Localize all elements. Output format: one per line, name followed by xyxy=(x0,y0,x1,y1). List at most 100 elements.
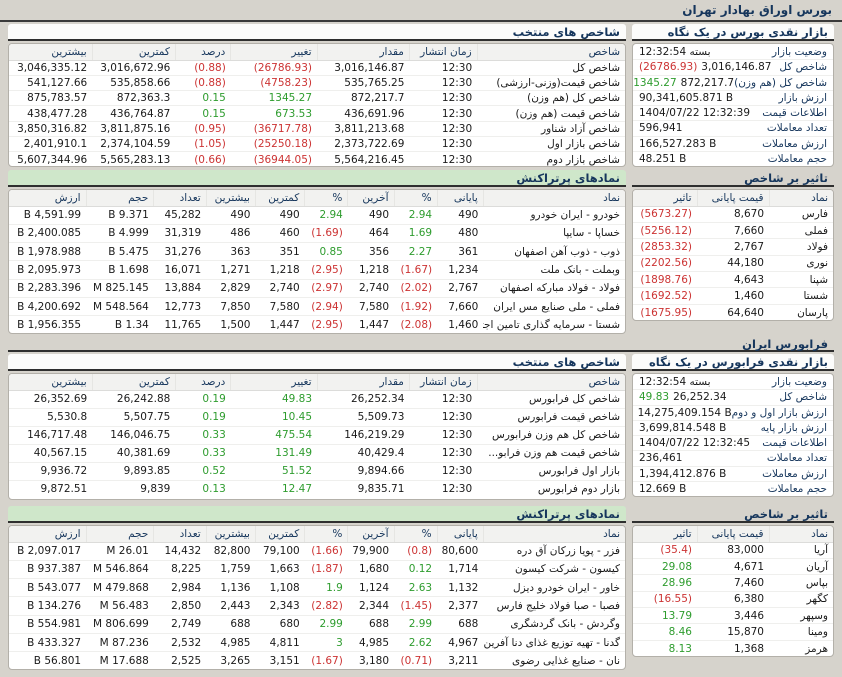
table-row[interactable]: شستا - سرمایه گذاری تامین اجتماعی 1,460 (2… xyxy=(9,316,625,333)
table-cell: 436,764.87 xyxy=(92,105,176,122)
table-cell: (1.87) xyxy=(304,560,348,580)
table-cell: 31,319 xyxy=(153,224,207,244)
table-row[interactable]: وبملت - بانک ملت 1,234 (1.67) 1,218 (2.95) 1,… xyxy=(9,260,625,280)
table-cell: 825.145 M xyxy=(86,279,154,298)
table-header-row: نماد قیمت پایانی تاثیر xyxy=(633,190,833,207)
table-row[interactable]: شپنا 4,643 (1898.76) xyxy=(633,271,833,289)
table-cell: 2,401,910.1 xyxy=(9,136,93,153)
row-label-cell: بازار اول فرابورس xyxy=(477,462,625,481)
table-row[interactable]: نان - صنایع غذایی رضوی 3,211 (0.71) 3,180 (1… xyxy=(9,652,625,669)
table-row[interactable]: کیسون - شرکت کیسون 1,714 0.12 1,680 (1.87) 1,… xyxy=(9,560,625,580)
table-row[interactable]: وسپهر 3,446 13.79 xyxy=(633,607,833,625)
table-row[interactable]: شاخص کل هم وزن فرابورس 12:30 146,219.29 475… xyxy=(9,426,625,445)
table-cell: 1,132 xyxy=(437,578,484,598)
table-row[interactable]: شستا 1,460 (1692.52) xyxy=(633,287,833,305)
table-cell: 44,180 xyxy=(697,255,769,273)
column-header: نماد xyxy=(482,190,625,207)
table-cell: 433.327 B xyxy=(9,633,87,653)
table-row[interactable]: خساپا - سایپا 480 1.69 464 (1.69) 460 486 31,31… xyxy=(9,224,625,244)
summary-value-text: 3,699,814.548 B xyxy=(639,421,727,434)
table-row[interactable]: فملی 7,660 (5256.12) xyxy=(633,222,833,240)
table-row[interactable]: شاخص بازار اول 12:30 2,373,722.69 (25250.18… xyxy=(9,136,625,153)
table-row[interactable]: پارسان 64,640 (1675.95) xyxy=(633,304,833,320)
table-row[interactable]: خودرو - ایران خودرو 490 2.94 490 2.94 490 490 4… xyxy=(9,206,625,225)
table-row[interactable]: بازار اول فرابورس 12:30 9,894.66 51.52 0.52 9… xyxy=(9,462,625,481)
table-row[interactable]: هرمز 1,368 8.13 xyxy=(633,640,833,656)
table-cell: 12:30 xyxy=(409,90,478,107)
table-row[interactable]: خاور - ایران خودرو دیزل 1,132 2.63 1,124 1.9… xyxy=(9,578,625,598)
table-row[interactable]: آریا 83,000 (35.4) xyxy=(633,542,833,559)
table-cell: 40,381.69 xyxy=(92,444,176,463)
table-row[interactable]: بپاس 7,460 28.96 xyxy=(633,574,833,592)
table-cell: 2,525 xyxy=(171,655,202,668)
table-row[interactable]: آریان 4,671 29.08 xyxy=(633,558,833,576)
row-label-cell: شاخص قیمت هم وزن فرابو... xyxy=(477,444,625,463)
table-cell: 438,477.28 xyxy=(9,105,93,122)
table-cell: (0.88) xyxy=(175,60,231,76)
table-row[interactable]: شاخص قیمت هم وزن فرابو... 12:30 40,429.4 13… xyxy=(9,444,625,463)
bourse-impact-panel: تاثیر بر شاخص نماد قیمت پایانی تاثیر فارس 8,… xyxy=(632,170,834,321)
table-cell: 4,200.692 B xyxy=(9,297,87,317)
table-row[interactable]: نوری 44,180 (2202.56) xyxy=(633,255,833,273)
row-label-cell: شاخص کل فرابورس xyxy=(477,390,625,409)
table-row[interactable]: ذوب - ذوب آهن اصفهان 361 2.27 356 0.85 351 363… xyxy=(9,242,625,262)
table-cell: 2,373,722.69 xyxy=(317,136,410,153)
bourse-top-row: بازار نقدی بورس در یک نگاه وضعیت بازار بس… xyxy=(8,24,834,167)
table-cell: 40,429.4 xyxy=(317,444,410,463)
farabourse-impact-box: نماد قیمت پایانی تاثیر آریا 83,000 (35.4) آریا… xyxy=(632,525,834,657)
bourse-active-title: نمادهای پرتراکنش xyxy=(8,170,626,187)
table-cell: 3,046,335.12 xyxy=(9,60,93,76)
table-cell: (1.67) xyxy=(311,655,343,668)
row-label-cell: خودرو - ایران خودرو xyxy=(483,206,625,225)
table-row[interactable]: فولاد - فولاد مبارکه اصفهان 2,767 (2.02) 2,… xyxy=(9,279,625,298)
table-cell: 45,282 xyxy=(153,206,207,225)
column-header: آخرین xyxy=(347,526,395,543)
row-label-cell: شاخص بازار اول xyxy=(477,136,625,153)
summary-row: ارزش بازار پایه 3,699,814.548 B xyxy=(633,421,833,436)
table-cell: 1,680 xyxy=(347,560,395,580)
column-header: پایانی xyxy=(436,526,484,543)
table-row[interactable]: بازار دوم فرابورس 12:30 9,835.71 12.47 0.13 9… xyxy=(9,480,625,498)
table-cell: (1.69) xyxy=(304,224,348,244)
table-cell: 2,443 xyxy=(206,596,256,616)
table-row[interactable]: شاخص بازار دوم 12:30 5,564,216.45 (36944.05… xyxy=(9,152,625,166)
table-row[interactable]: شاخص قیمت (هم وزن) 12:30 436,691.96 673.53 0… xyxy=(9,105,625,122)
table-cell: 490 xyxy=(437,206,484,225)
table-cell: 31,276 xyxy=(153,242,207,262)
table-row[interactable]: شاخص آزاد شناور 12:30 3,811,213.68 (36717.7… xyxy=(9,121,625,137)
row-label-cell: شاخص قیمت(وزنی-ارزشی) xyxy=(477,75,625,92)
table-cell: 1,447 xyxy=(358,319,390,332)
table-cell: 875,783.57 xyxy=(9,90,93,107)
table-row[interactable]: شاخص کل فرابورس 12:30 26,252.34 49.83 0.19 26… xyxy=(9,390,625,409)
table-cell: 1,978.988 B xyxy=(9,242,87,262)
table-row[interactable]: گدنا - تهیه توزیع غذای دنا آفرین فدک4,96… xyxy=(9,633,625,653)
table-row[interactable]: فصبا - صبا فولاد خلیج فارس 2,377 (1.45) 2,3… xyxy=(9,596,625,616)
table-row[interactable]: فملی - ملی صنایع مس ایران 7,660 (1.92) 7,58… xyxy=(9,297,625,317)
summary-label: ارزش معاملات xyxy=(762,137,827,150)
table-row[interactable]: وگردش - بانک گردشگری 688 2.99 688 2.99 680 688… xyxy=(9,615,625,634)
table-row[interactable]: فزر - پویا زرکان آق دره 80,600 (0.8) 79,900… xyxy=(9,542,625,561)
farabourse-indices-table: شاخص زمان انتشار مقدار تغییر درصد کمترین بیشتر… xyxy=(9,374,625,498)
table-cell: 0.12 xyxy=(394,560,438,580)
table-row[interactable]: شاخص کل (هم وزن) 12:30 872,217.7 1345.27 0.1… xyxy=(9,90,625,107)
table-row[interactable]: شاخص قیمت(وزنی-ارزشی) 12:30 535,765.25 (475… xyxy=(9,75,625,92)
table-header-row: شاخص زمان انتشار مقدار تغییر درصد کمترین بیشتر… xyxy=(9,44,625,61)
summary-row: ارزش بازار 90,341,605.871 B xyxy=(633,91,833,106)
table-cell: 0.15 xyxy=(175,90,231,107)
table-row[interactable]: ومینا 15,870 8.46 xyxy=(633,623,833,641)
table-row[interactable]: فارس 8,670 (5673.27) xyxy=(633,206,833,223)
table-cell: (5256.12) xyxy=(633,222,697,240)
table-cell: 548.564 M xyxy=(86,297,154,317)
table-cell: 0.85 xyxy=(304,242,348,262)
table-cell: 1,500 xyxy=(220,319,251,332)
table-cell: 4,591.99 B xyxy=(9,206,87,225)
table-row[interactable]: فولاد 2,767 (2853.32) xyxy=(633,238,833,256)
table-cell: 480 xyxy=(437,224,484,244)
table-row[interactable]: شاخص قیمت فرابورس 12:30 5,509.73 10.45 0.19 5… xyxy=(9,408,625,427)
summary-label: شاخص کل xyxy=(779,391,827,404)
farabourse-top-row: بازار نقدی فرابورس در یک نگاه وضعیت بازا… xyxy=(8,354,834,500)
column-header: بیشترین xyxy=(9,44,93,61)
table-row[interactable]: کگهر 6,380 (16.55) xyxy=(633,591,833,609)
table-cell: 51.52 xyxy=(230,462,318,481)
table-row[interactable]: شاخص کل 12:30 3,016,146.87 (26786.93) (0.88)… xyxy=(9,60,625,76)
